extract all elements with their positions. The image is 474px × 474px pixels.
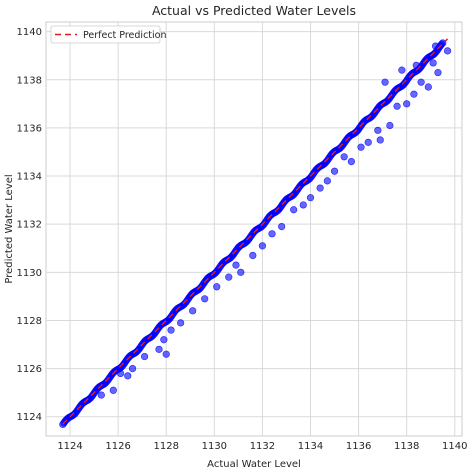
x-axis-label: Actual Water Level bbox=[207, 459, 301, 470]
scatter-point bbox=[364, 138, 372, 146]
y-tick-labels: 1124 1126 1128 1130 1132 1134 1136 1138 1140 bbox=[17, 27, 42, 423]
scatter-point bbox=[232, 261, 240, 269]
x-tick-label: 1136 bbox=[346, 441, 371, 452]
legend: Perfect Prediction bbox=[50, 25, 167, 44]
legend-box bbox=[50, 25, 161, 44]
x-tick-label: 1134 bbox=[298, 441, 323, 452]
y-tick-label: 1140 bbox=[17, 27, 42, 38]
x-tick-label: 1138 bbox=[394, 441, 419, 452]
x-tick-label: 1124 bbox=[57, 441, 82, 452]
x-tick-label: 1128 bbox=[154, 441, 179, 452]
scatter-point bbox=[278, 222, 286, 231]
scatter-point bbox=[116, 369, 125, 378]
scatter-point bbox=[412, 61, 420, 69]
scatter-point bbox=[376, 136, 384, 144]
x-tick-label: 1140 bbox=[442, 441, 467, 452]
scatter-point bbox=[167, 326, 175, 334]
x-tick-label: 1132 bbox=[250, 441, 275, 452]
scatter-point bbox=[340, 153, 348, 161]
scatter-point bbox=[128, 365, 137, 373]
scatter-point bbox=[316, 184, 324, 192]
y-tick-label: 1136 bbox=[17, 123, 42, 134]
scatter-point bbox=[398, 66, 406, 74]
x-tick-label: 1126 bbox=[105, 441, 130, 452]
scatter-point bbox=[124, 372, 132, 380]
x-tick-labels: 1124 1126 1128 1130 1132 1134 1136 1138 1140 bbox=[57, 441, 467, 452]
scatter-point bbox=[97, 391, 105, 399]
chart-title: Actual vs Predicted Water Levels bbox=[152, 3, 356, 18]
scatter-point bbox=[140, 352, 149, 361]
scatter-point bbox=[323, 177, 331, 185]
scatter-point bbox=[177, 319, 185, 327]
scatter-point bbox=[258, 242, 267, 250]
scatter-point bbox=[347, 158, 355, 166]
legend-label: Perfect Prediction bbox=[83, 30, 167, 41]
scatter-point bbox=[201, 295, 209, 303]
y-tick-label: 1130 bbox=[17, 268, 42, 279]
scatter-point bbox=[443, 47, 452, 55]
perfect-prediction-line bbox=[62, 38, 449, 425]
y-tick-label: 1134 bbox=[17, 172, 42, 183]
scatter-point bbox=[357, 143, 365, 151]
scatter-point bbox=[434, 68, 442, 77]
scatter-point bbox=[386, 121, 394, 130]
scatter-point bbox=[268, 230, 276, 238]
scatter-point bbox=[299, 201, 307, 209]
scatter-point bbox=[410, 90, 418, 98]
scatter-point bbox=[162, 350, 170, 358]
x-tick-label: 1130 bbox=[202, 441, 227, 452]
scatter-point bbox=[417, 78, 425, 86]
scatter-point bbox=[429, 59, 437, 67]
scatter-point bbox=[189, 307, 197, 315]
scatter-point bbox=[403, 100, 411, 108]
scatter-point bbox=[306, 194, 315, 202]
scatter-point bbox=[155, 345, 163, 353]
scatter-point bbox=[330, 167, 339, 175]
scatter-point bbox=[109, 386, 117, 394]
scatter-point bbox=[160, 336, 168, 344]
scatter-point bbox=[237, 268, 245, 276]
scatter-point bbox=[424, 83, 432, 91]
y-tick-label: 1138 bbox=[17, 75, 42, 86]
y-tick-label: 1132 bbox=[17, 220, 42, 231]
y-tick-label: 1128 bbox=[17, 316, 42, 327]
scatter-point bbox=[290, 206, 298, 214]
scatter-point bbox=[431, 42, 440, 50]
data-points bbox=[59, 39, 452, 429]
scatter-point bbox=[249, 251, 257, 260]
scatter-point bbox=[213, 283, 221, 291]
scatter-point bbox=[381, 78, 389, 86]
y-tick-label: 1124 bbox=[17, 412, 42, 423]
scatter-point bbox=[374, 126, 382, 134]
scatter-point bbox=[225, 273, 233, 281]
scatter-point bbox=[393, 102, 401, 110]
y-tick-label: 1126 bbox=[17, 364, 42, 375]
y-axis-label: Predicted Water Level bbox=[4, 174, 15, 283]
